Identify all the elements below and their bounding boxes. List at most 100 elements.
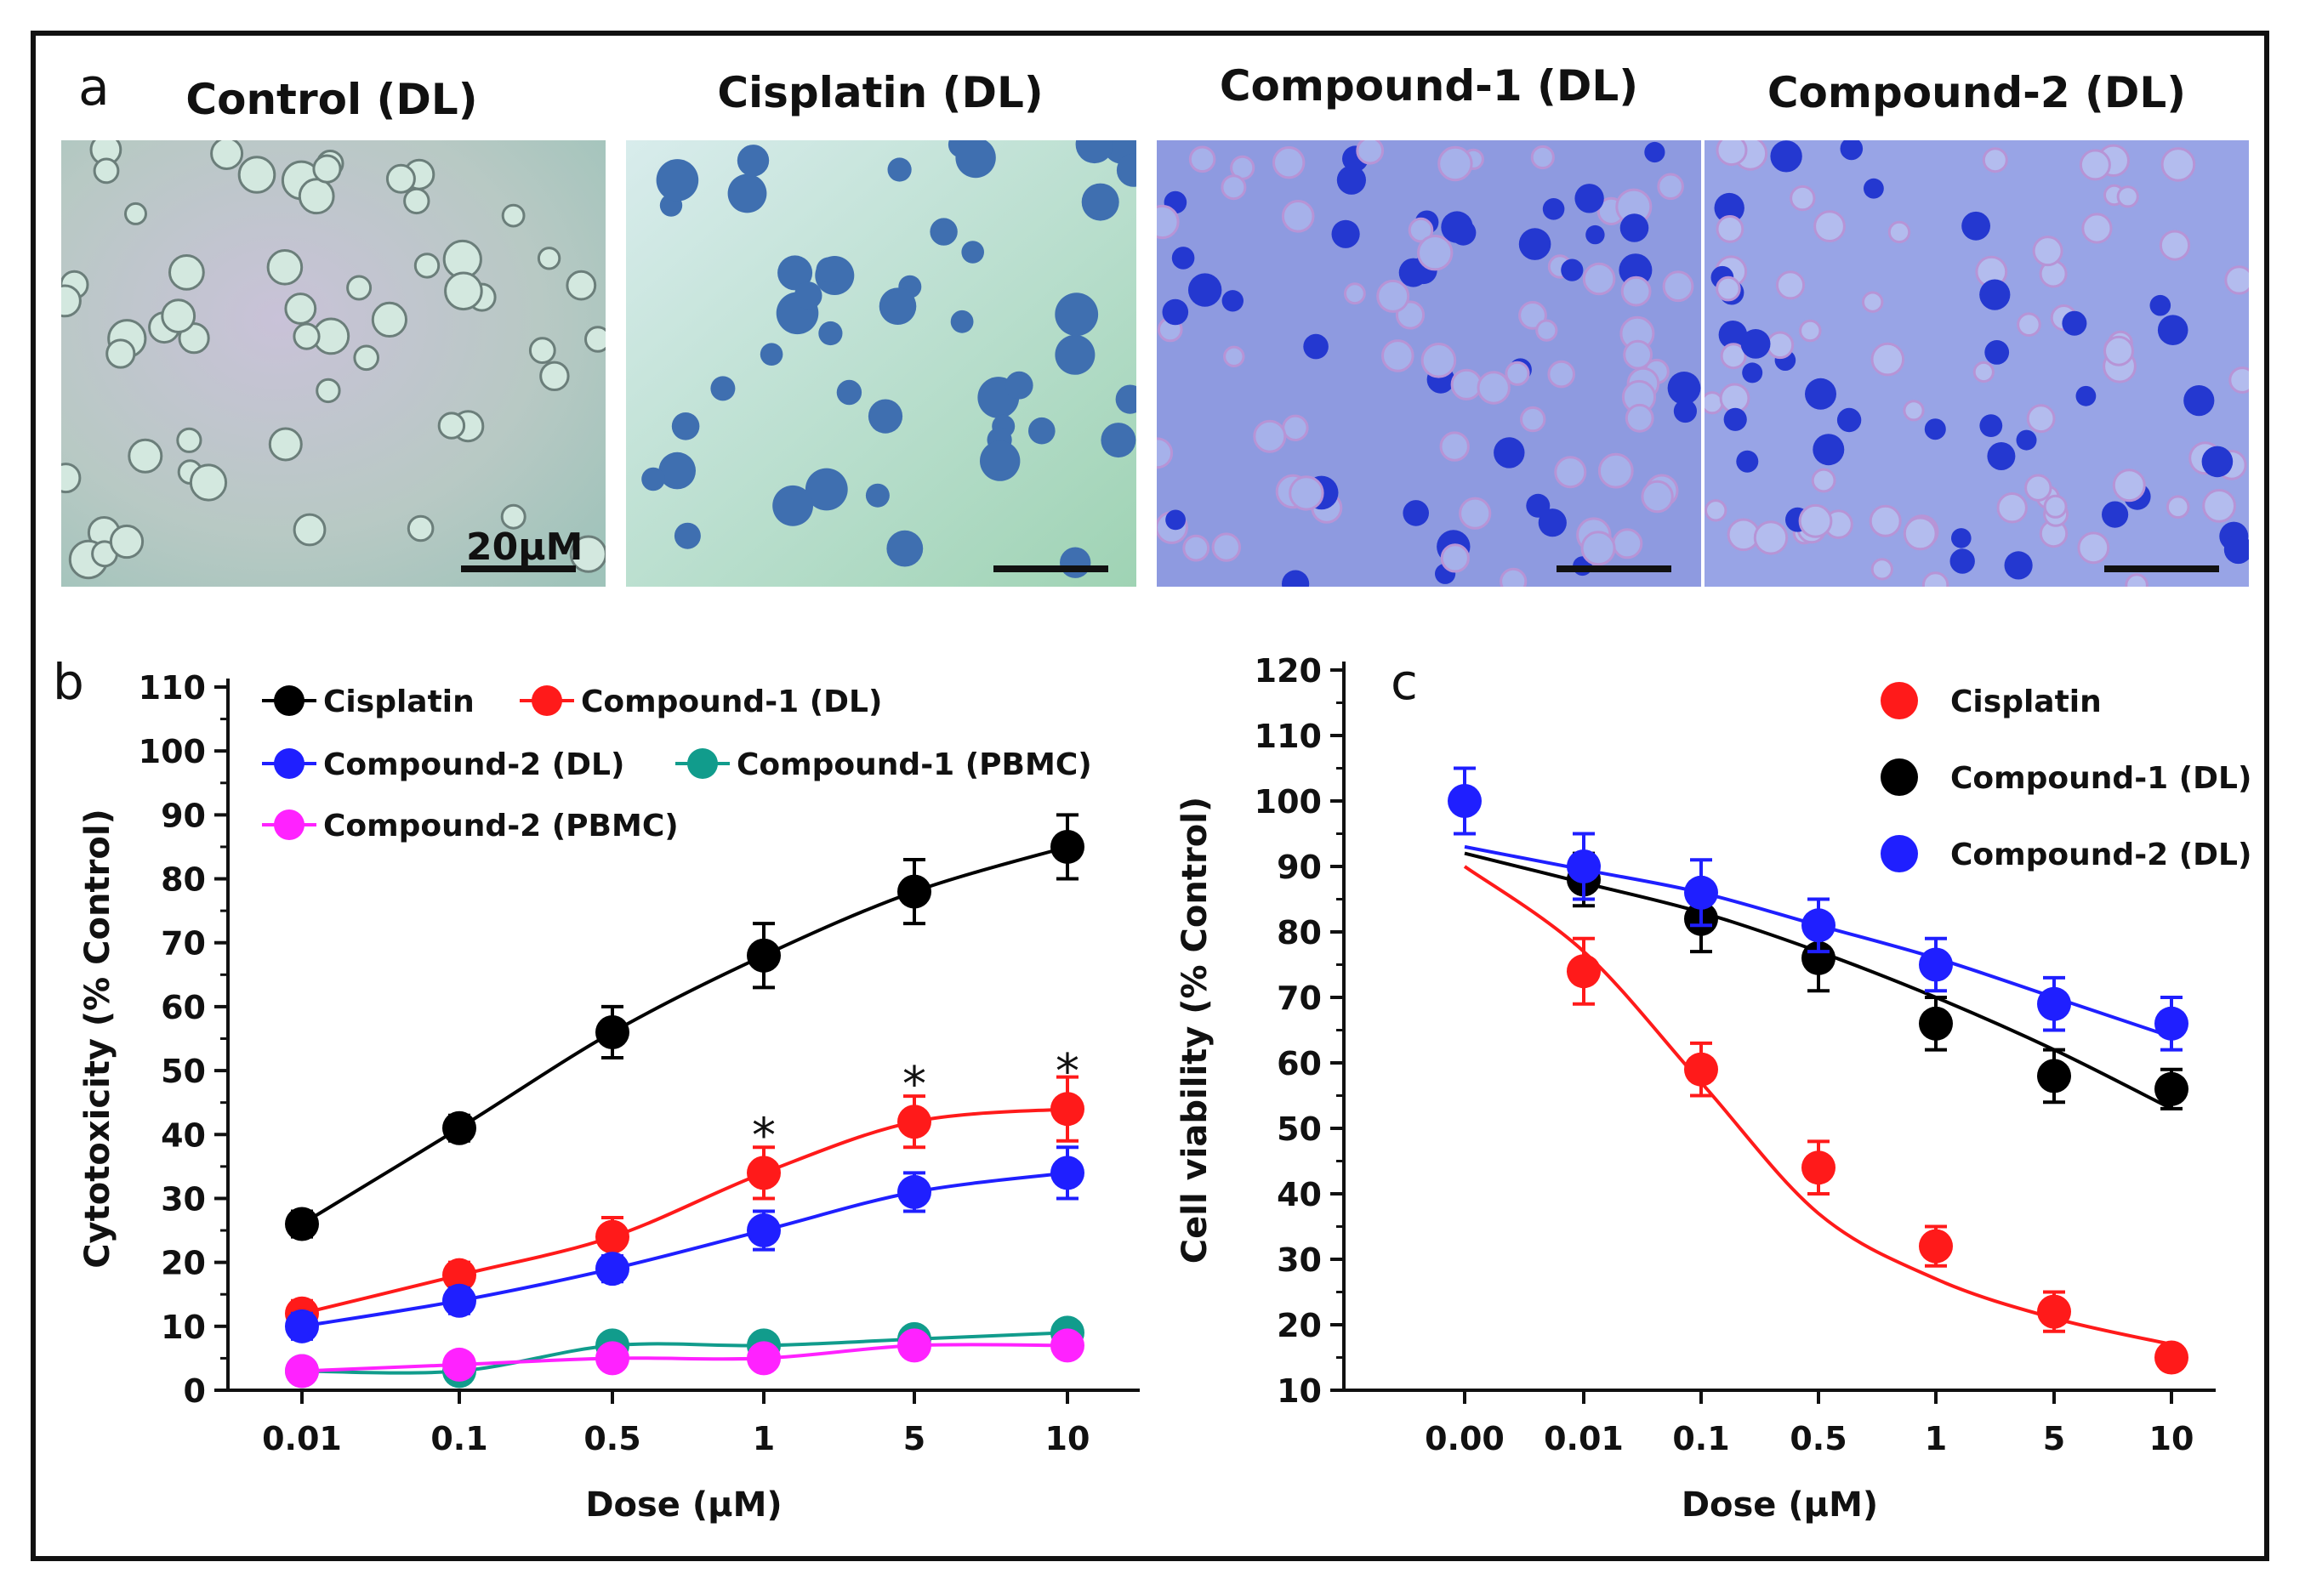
x-tick-label: 0.01	[262, 1420, 342, 1457]
y-tick-label: 40	[1277, 1176, 1322, 1213]
y-tick-label: 120	[1255, 652, 1322, 690]
y-tick-label: 20	[1277, 1307, 1322, 1344]
cell	[818, 321, 843, 346]
legend-marker-compound-2-pbmc	[274, 809, 304, 840]
cell	[2102, 501, 2129, 528]
data-point-compound-2-dl	[442, 1283, 476, 1318]
data-point-cisplatin	[442, 1110, 476, 1145]
data-point-compound-2-dl	[1448, 784, 1482, 818]
y-tick-label: 100	[139, 733, 206, 770]
legend-marker-compound-1-pbmc	[687, 748, 718, 779]
cell	[1437, 145, 1473, 182]
cell	[1439, 431, 1470, 462]
cell	[1811, 468, 1836, 493]
cell	[1115, 384, 1136, 414]
cell	[1798, 503, 1833, 538]
cell	[794, 281, 822, 310]
cell	[237, 156, 276, 194]
cell	[1979, 414, 2003, 437]
data-point-compound-2-dl	[1567, 849, 1601, 883]
cell	[1870, 342, 1905, 377]
cell	[2077, 531, 2110, 565]
cell	[656, 159, 699, 202]
x-tick-label: 5	[903, 1420, 925, 1457]
cell	[737, 145, 770, 177]
image-title-compound-1: Compound-1 (DL)	[1219, 61, 1639, 111]
cell	[1720, 343, 1747, 370]
cell	[961, 241, 984, 264]
cell	[293, 513, 327, 547]
significance-asterisk: *	[902, 1057, 926, 1112]
data-point-compound-2-dl	[1801, 908, 1835, 943]
cell	[312, 154, 342, 184]
cell	[2079, 149, 2111, 181]
cell	[1714, 192, 1744, 224]
cell	[1903, 516, 1938, 551]
cell	[1376, 279, 1410, 313]
cell	[1662, 270, 1694, 303]
cell	[886, 530, 924, 567]
data-point-compound-1-dl	[747, 1156, 781, 1190]
data-point-compound-1-dl	[897, 1105, 931, 1139]
cell	[1574, 184, 1604, 213]
cell	[1253, 419, 1287, 453]
cell	[1518, 301, 1547, 330]
data-point-compound-2-dl	[2154, 1006, 2188, 1041]
cell	[1441, 211, 1473, 243]
cell	[2116, 185, 2139, 208]
data-point-compound-2-pbmc	[897, 1328, 931, 1363]
cell	[1477, 371, 1511, 405]
cell	[2081, 213, 2113, 244]
cell	[298, 178, 335, 215]
cell	[346, 275, 373, 301]
cell	[1223, 345, 1245, 368]
y-tick-label: 60	[1277, 1045, 1322, 1082]
cell	[1582, 262, 1616, 296]
cell	[1740, 329, 1771, 359]
data-point-cisplatin	[1567, 954, 1601, 989]
x-tick-label: 0.5	[583, 1420, 640, 1457]
x-tick-label: 10	[2149, 1420, 2194, 1457]
cell	[2026, 404, 2056, 434]
cell	[980, 440, 1021, 481]
y-axis-label: Cell viability (% Control)	[1175, 797, 1215, 1264]
cell	[566, 270, 597, 301]
cell	[293, 322, 321, 350]
cell	[2149, 294, 2171, 316]
figure-frame	[31, 31, 2269, 1561]
series-line-cisplatin	[300, 845, 1068, 1226]
y-tick-label: 100	[1255, 783, 1322, 821]
data-point-compound-2-pbmc	[442, 1347, 476, 1382]
cell	[1625, 403, 1654, 433]
cell	[1667, 372, 1701, 405]
cell	[1813, 210, 1846, 242]
data-point-compound-2-pbmc	[1050, 1328, 1084, 1363]
micrograph-compound-1	[1157, 140, 1701, 587]
image-title-compound-2: Compound-2 (DL)	[1767, 68, 2187, 117]
cell	[1116, 153, 1136, 187]
cell	[1921, 571, 1949, 587]
cell	[879, 287, 917, 325]
cell	[2166, 495, 2190, 520]
cell	[1272, 146, 1306, 179]
cell	[1961, 211, 1990, 241]
cell	[1303, 333, 1329, 360]
cell	[1101, 423, 1136, 458]
series-line-compound-1-dl	[301, 1107, 1068, 1315]
image-title-cisplatin: Cisplatin (DL)	[717, 68, 1044, 117]
cell	[1403, 500, 1429, 526]
cell	[1408, 217, 1434, 243]
x-tick-label: 1	[753, 1420, 775, 1457]
cell	[1500, 567, 1528, 587]
data-point-compound-1-dl	[442, 1258, 476, 1292]
cell	[1526, 493, 1551, 518]
data-point-cisplatin	[897, 874, 931, 909]
x-tick-label: 0.00	[1425, 1420, 1505, 1457]
y-tick-label: 60	[161, 989, 206, 1026]
cell	[1775, 270, 1806, 300]
cell	[1165, 509, 1186, 531]
data-point-compound-2-dl	[2037, 986, 2071, 1021]
cell	[2228, 366, 2249, 394]
micrograph-compound-2	[1705, 140, 2249, 587]
